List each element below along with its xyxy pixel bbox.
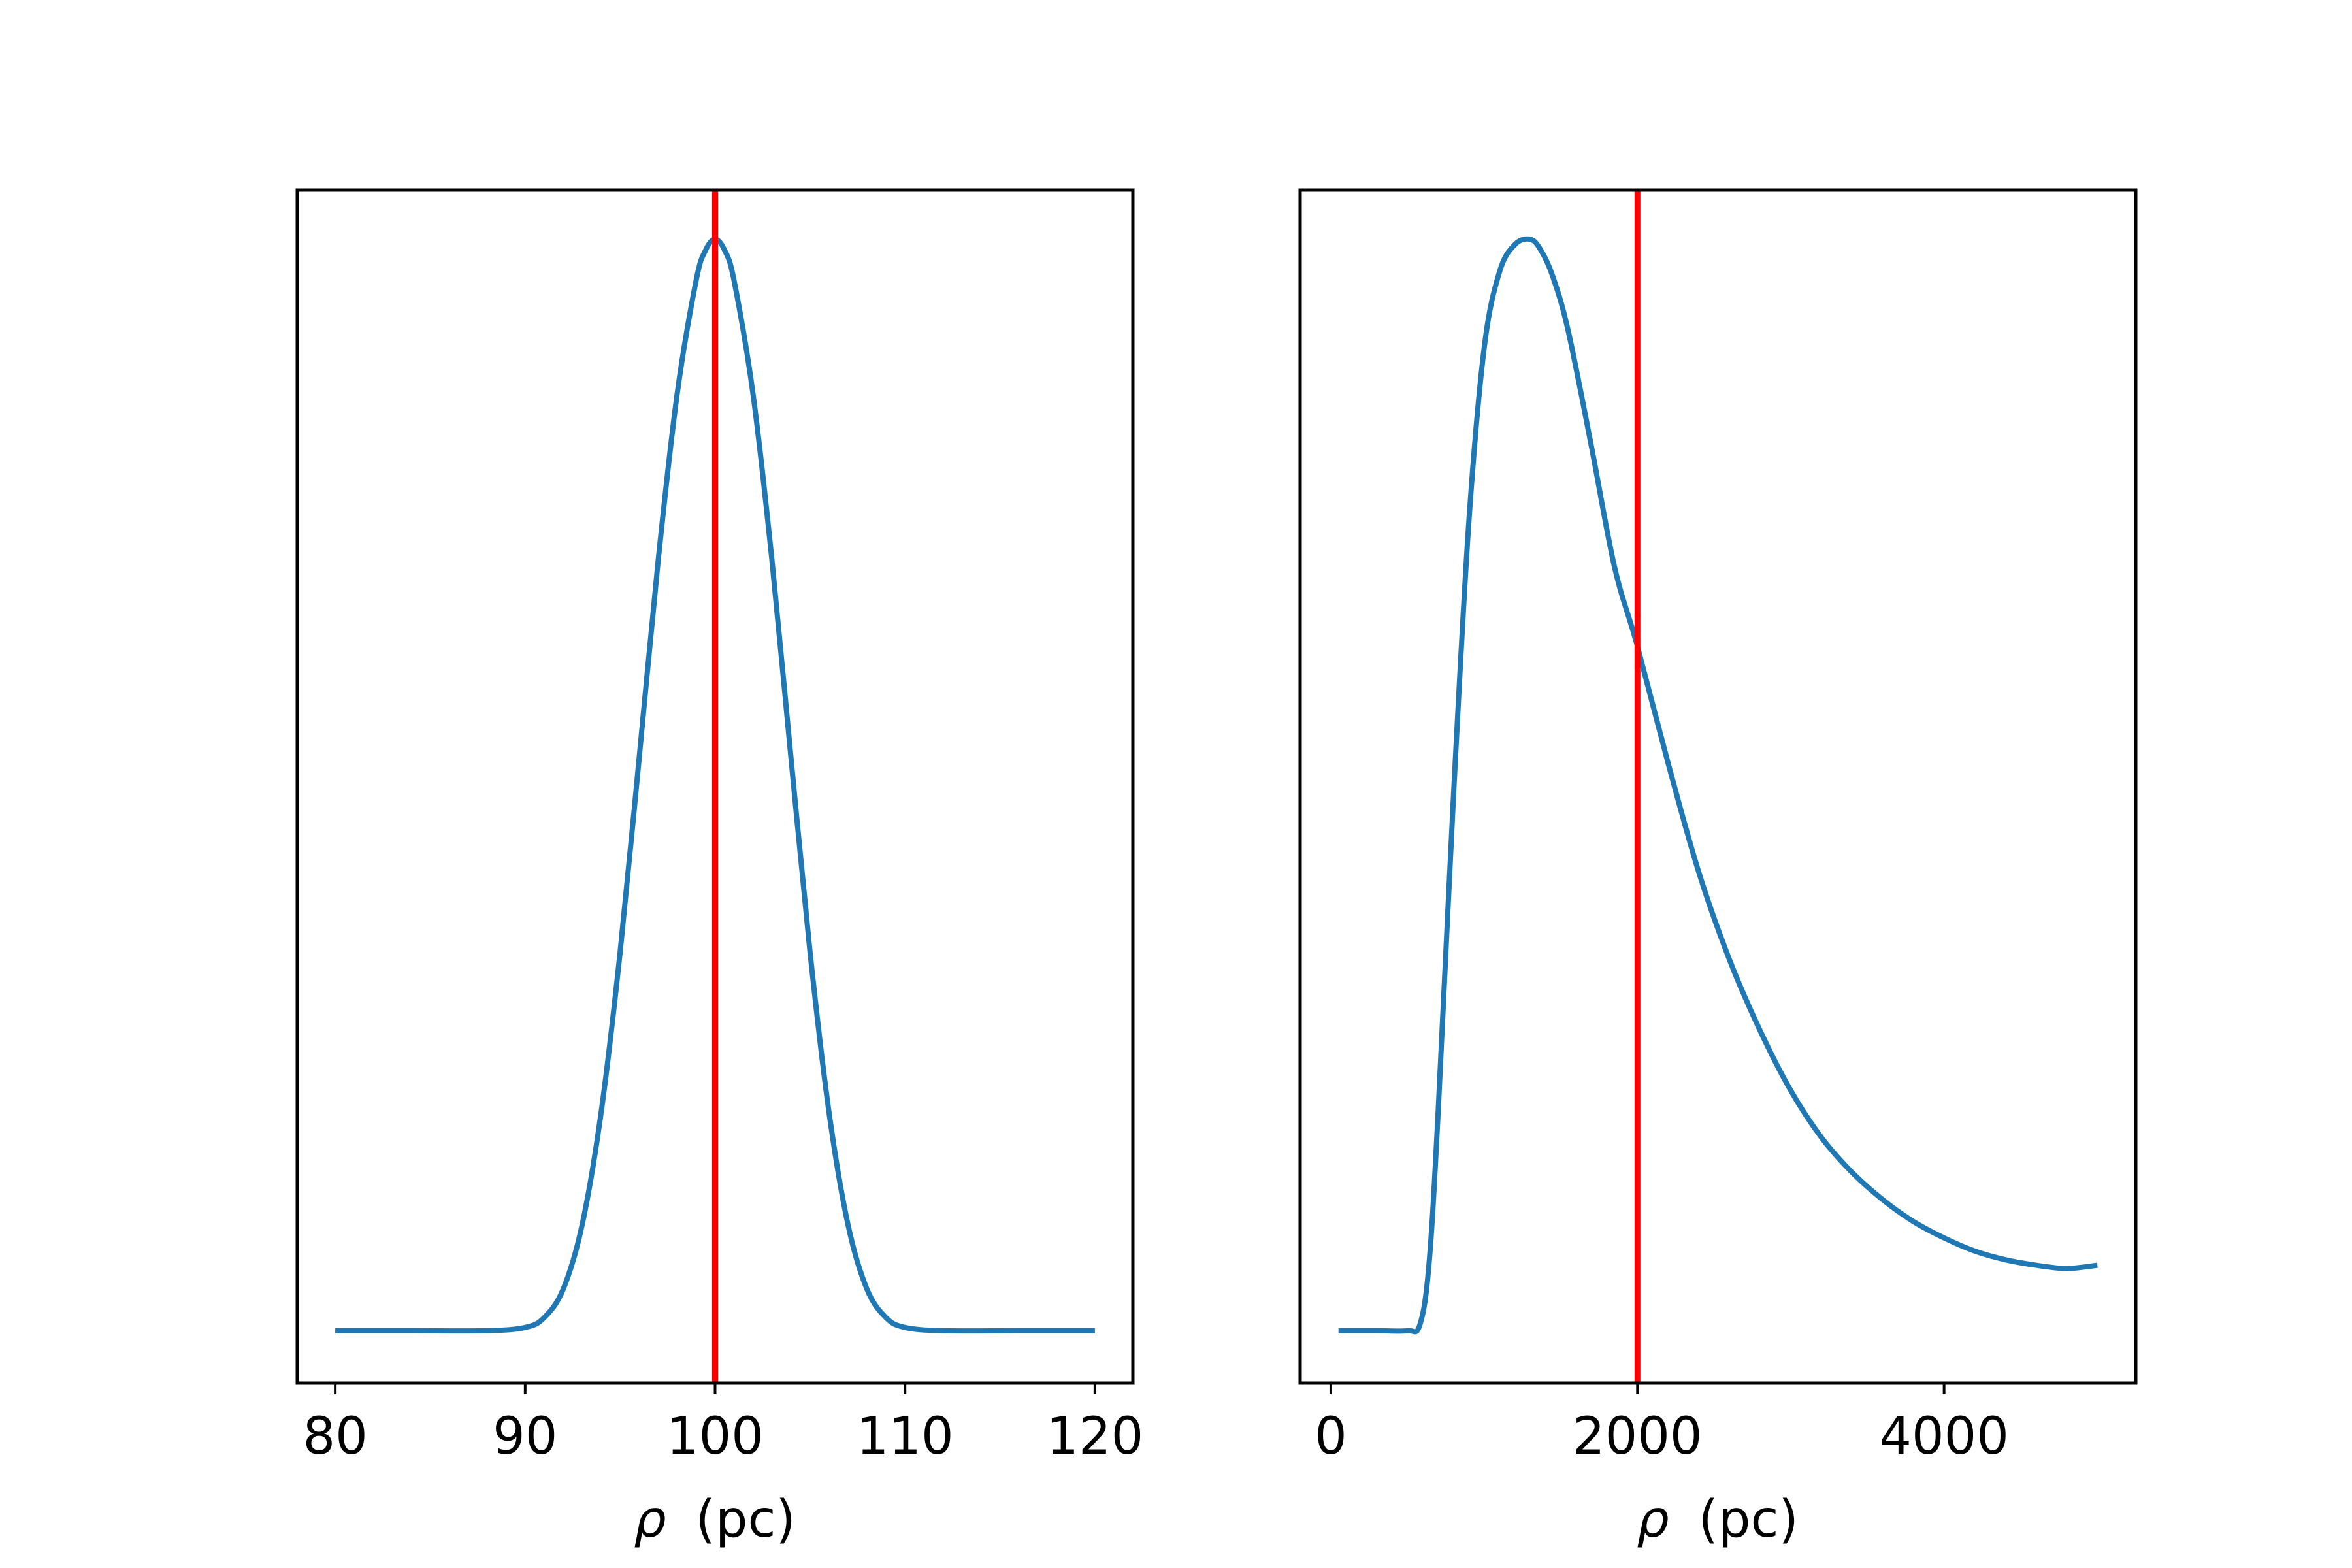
panel-2-x-tick-label: 0 [1315,1407,1347,1466]
panel-2: 0 2000 4000 ρ (pc) [1298,188,2138,1549]
panel-1: 80 90 100 110 120 ρ (pc) [295,188,1143,1549]
panel-1-x-axis-label: ρ (pc) [634,1490,796,1549]
panel-1-x-axis-unit: (pc) [696,1490,796,1549]
panel-1-x-tick-label: 120 [1046,1407,1143,1466]
panel-2-x-axis-label: ρ (pc) [1637,1490,1799,1549]
panel-2-x-tick-label: 4000 [1879,1407,2009,1466]
panel-2-series-line [1338,236,2098,1335]
panel-2-x-axis-symbol: ρ [1637,1490,1669,1549]
panel-1-ticks: 80 90 100 110 120 [303,1383,1143,1466]
panel-1-plot [335,190,1095,1383]
panel-1-x-tick-label: 100 [666,1407,764,1466]
panel-2-frame [1298,188,2138,1385]
panel-2-x-tick-label: 2000 [1573,1407,1703,1466]
panel-2-plot [1338,190,2098,1383]
panel-1-x-tick-label: 110 [857,1407,954,1466]
panel-1-x-tick-label: 80 [303,1407,368,1466]
panel-1-x-axis-symbol: ρ [634,1490,666,1549]
panel-2-x-axis-unit: (pc) [1699,1490,1799,1549]
panel-1-x-tick-label: 90 [493,1407,557,1466]
panel-2-ticks: 0 2000 4000 [1315,1383,2009,1466]
